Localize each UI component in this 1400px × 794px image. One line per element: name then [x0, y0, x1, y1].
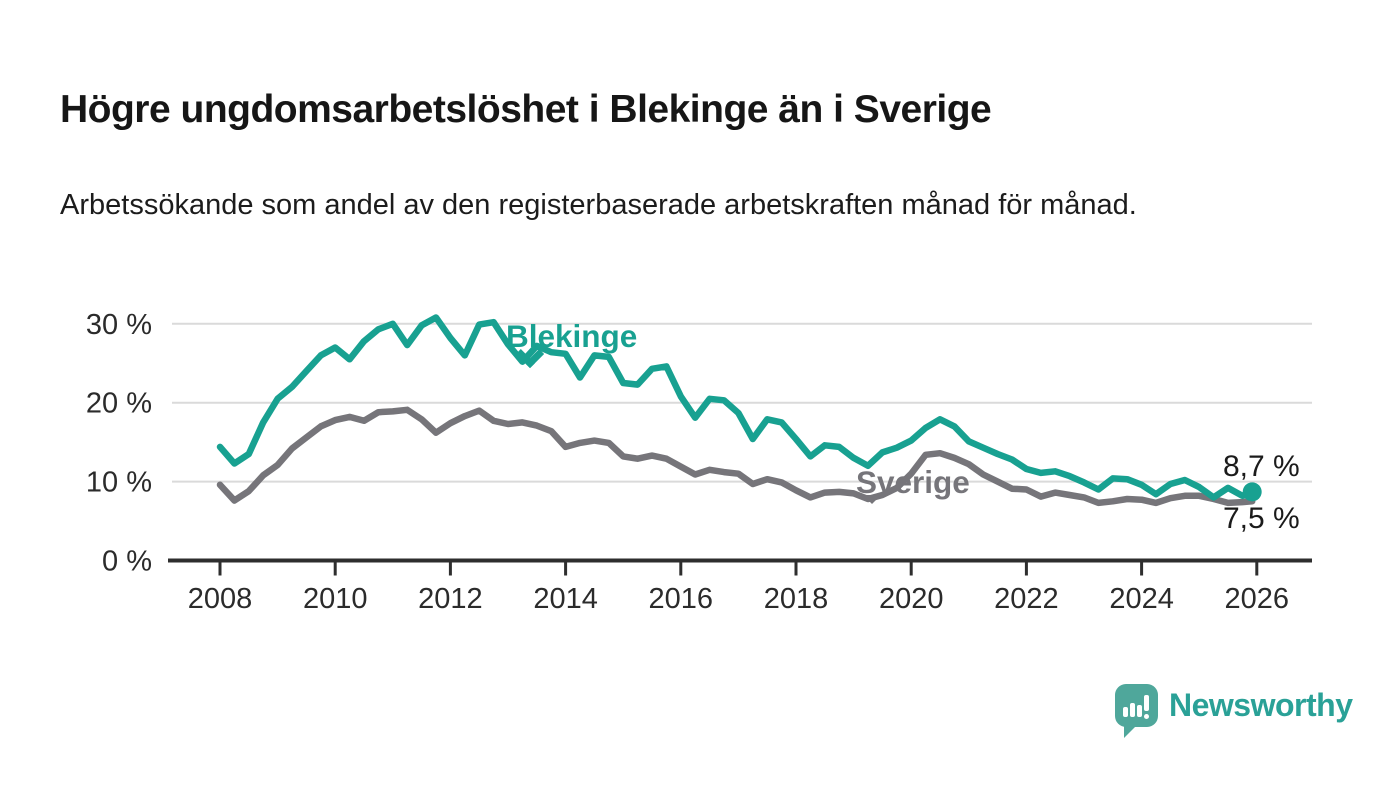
- page-title: Högre ungdomsarbetslöshet i Blekinge än …: [60, 88, 992, 132]
- logo-wordmark: Newsworthy: [1169, 687, 1353, 723]
- x-tick-label: 2020: [879, 583, 944, 615]
- blekinge-line: [216, 314, 1256, 501]
- y-tick-label: 10 %: [86, 467, 152, 499]
- series-label-sverige: Sverige: [856, 464, 970, 500]
- triangle-down-icon: [863, 495, 881, 504]
- series-label-blekinge: Blekinge: [506, 318, 638, 354]
- bar-chart-bubble-icon: [1115, 684, 1158, 738]
- sverige-end-value-label: 7,5 %: [1223, 502, 1300, 535]
- x-tick-label: 2008: [188, 583, 253, 615]
- x-tick-label: 2010: [303, 583, 368, 615]
- bubble-tail-icon: [1124, 725, 1137, 738]
- x-tick-label: 2014: [533, 583, 598, 615]
- logo-exclamation-dot-icon: [1144, 714, 1149, 719]
- x-tick-label: 2016: [649, 583, 714, 615]
- logo-bar-icon: [1137, 705, 1142, 717]
- x-tick-label: 2012: [418, 583, 483, 615]
- x-tick-label: 2018: [764, 583, 829, 615]
- newsworthy-logo: Newsworthy: [1115, 684, 1353, 744]
- blekinge-end-dot: [1242, 482, 1262, 502]
- x-tick-label: 2026: [1225, 583, 1290, 615]
- logo-bar-icon: [1130, 703, 1135, 717]
- y-tick-label: 0 %: [102, 546, 152, 578]
- x-tick-label: 2022: [994, 583, 1059, 615]
- logo-exclamation-icon: [1144, 695, 1149, 711]
- y-tick-label: 20 %: [86, 388, 152, 420]
- y-tick-label: 30 %: [86, 309, 152, 341]
- logo-bar-icon: [1123, 707, 1128, 717]
- page-subtitle: Arbetssökande som andel av den registerb…: [60, 189, 1137, 221]
- x-tick-label: 2024: [1109, 583, 1174, 615]
- blekinge-end-value-label: 8,7 %: [1223, 450, 1300, 483]
- sverige-line: [216, 406, 1256, 507]
